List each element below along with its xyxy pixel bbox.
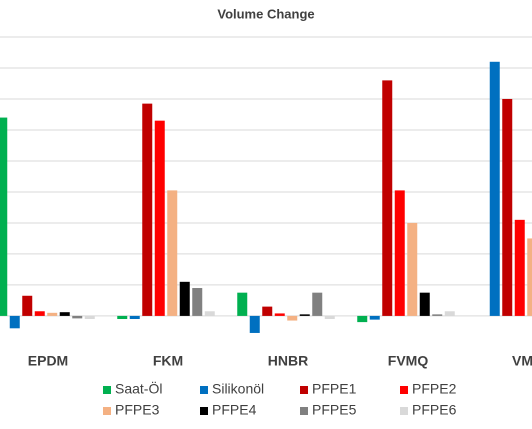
legend-label: PFPE4 [212,402,257,418]
bar [489,61,500,316]
x-tick-label: HNBR [268,353,308,369]
bar [237,292,248,316]
bar [299,314,310,316]
legend-label: PFPE1 [312,381,357,397]
bar [179,281,190,316]
bar [154,120,165,316]
bar [502,98,513,316]
bar [117,315,128,320]
bar [382,80,393,316]
bar [72,315,83,319]
x-tick-label: VMQ [512,353,532,369]
bar [312,292,323,316]
bar [59,312,70,316]
bar [22,295,33,316]
x-tick-label: FVMQ [388,353,429,369]
bar [142,103,153,316]
bar [34,311,45,316]
bar [129,315,140,320]
legend-swatch [400,386,408,394]
bar [0,117,8,316]
bar [407,222,418,316]
x-tick-label: FKM [153,353,183,369]
bar [324,315,335,320]
bar [249,315,260,333]
bar [394,190,405,316]
bar [357,315,368,323]
legend-swatch [300,386,308,394]
bar [47,312,58,316]
x-tick-label: EPDM [28,353,68,369]
bar [192,288,203,316]
legend-label: PFPE3 [115,402,160,418]
bar [514,219,525,316]
bar [262,306,273,316]
legend-label: Saat-Öl [115,380,162,397]
legend-swatch [200,407,208,415]
legend-label: PFPE2 [412,381,457,397]
legend-label: Silikonöl [212,381,264,397]
bar [287,315,298,321]
bar [527,238,532,316]
bar [204,311,215,316]
legend-swatch [400,407,408,415]
legend-swatch [103,386,111,394]
bar [9,315,20,329]
bar [84,315,95,320]
legend-label: PFPE6 [412,402,457,418]
legend-swatch [300,407,308,415]
chart-title: Volume Change [217,6,314,21]
legend-label: PFPE5 [312,402,357,418]
bar [369,315,380,320]
bar [432,314,443,316]
legend-swatch [103,407,111,415]
bar [419,292,430,316]
bar [274,313,285,316]
legend-swatch [200,386,208,394]
bar [444,311,455,316]
bar [167,190,178,316]
